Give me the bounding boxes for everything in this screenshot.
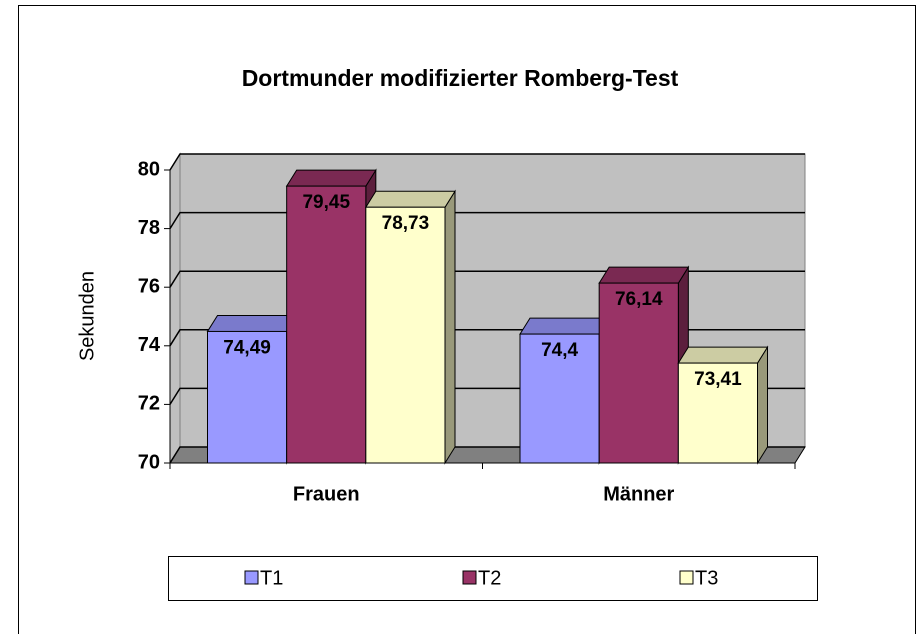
bar-top [206,314,298,332]
value-label: 76,14 [615,289,663,310]
legend-label: T2 [478,567,501,589]
grid-line [169,270,805,288]
x-tick-label: Frauen [293,483,360,505]
bar-side [444,189,456,465]
y-tick-label: 74 [138,334,161,356]
legend-swatch [462,570,477,585]
bar-top [598,266,690,284]
grid-line [169,153,805,171]
value-label: 73,41 [694,369,742,390]
y-tick-label: 72 [138,393,160,415]
y-tick-label: 76 [138,275,160,297]
bar-side [757,345,768,465]
value-label: 78,73 [382,213,430,234]
legend-box [168,556,818,601]
legend-swatch [679,570,694,585]
bar [365,206,446,464]
bar [519,333,600,464]
x-tick-label: Männer [603,483,674,505]
bar-top [677,346,769,364]
value-label: 74,49 [223,337,271,358]
value-label: 79,45 [302,192,350,213]
value-label: 74,4 [541,340,578,361]
bar [598,282,679,464]
y-tick-label: 70 [138,451,160,473]
y-tick-label: 80 [138,158,160,180]
bar [207,330,288,464]
side-wall [169,152,181,465]
y-axis-label: Sekunden [76,271,98,361]
chart-title: Dortmunder modifizierter Romberg-Test [242,65,679,91]
bar-top [519,317,611,335]
bar [677,362,758,464]
bar-top [364,190,456,208]
bar [286,185,367,464]
bar-top [285,169,377,187]
grid-line [169,211,805,229]
legend-label: T3 [695,567,718,589]
legend-label: T1 [260,567,283,589]
y-tick-label: 78 [138,217,160,239]
legend-swatch [244,570,259,585]
